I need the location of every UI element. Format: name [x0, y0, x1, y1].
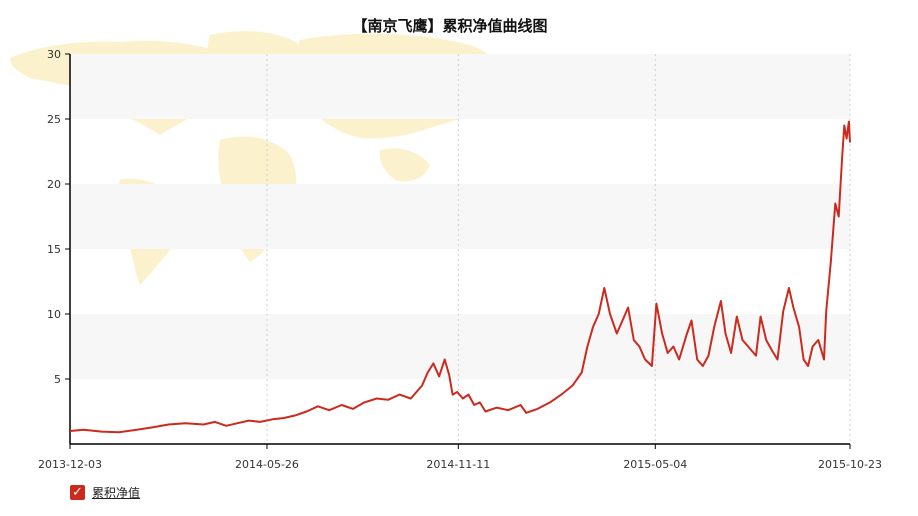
y-tick-label: 10: [47, 308, 61, 321]
y-tick-label: 20: [47, 178, 61, 191]
x-tick-label: 2014-05-26: [235, 458, 299, 471]
legend-item-nav[interactable]: ✓ 累积净值: [70, 483, 140, 501]
grid-band: [70, 54, 850, 119]
chart-title: 【南京飞鹰】累积净值曲线图: [352, 17, 547, 35]
x-tick-label: 2013-12-03: [38, 458, 102, 471]
y-tick-label: 30: [47, 48, 61, 61]
grid-band: [70, 314, 850, 379]
legend-label: 累积净值: [92, 485, 141, 500]
y-tick-label: 15: [47, 243, 61, 256]
grid-band: [70, 184, 850, 249]
y-tick-label: 25: [47, 113, 61, 126]
x-tick-label: 2014-11-11: [426, 458, 490, 471]
checkbox-checked-icon[interactable]: ✓: [70, 484, 85, 500]
series-line-nav: [69, 120, 851, 434]
x-tick-label: 2015-10-23: [818, 458, 882, 471]
x-tick-label: 2015-05-04: [623, 458, 687, 471]
y-tick-label: 5: [54, 373, 61, 386]
